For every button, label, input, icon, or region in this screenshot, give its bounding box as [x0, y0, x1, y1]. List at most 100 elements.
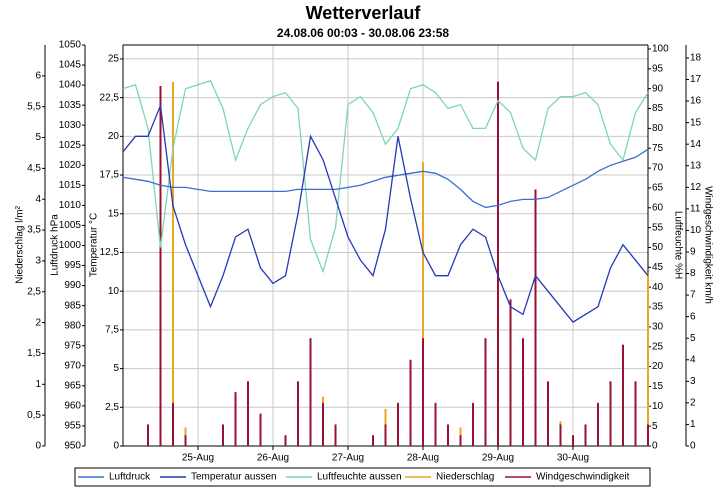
y-tick-label: 990: [64, 280, 81, 291]
axis-title: Temperatur °C: [89, 213, 100, 278]
y-tick-label: 18: [690, 53, 702, 64]
y-tick-label: 10: [108, 286, 120, 297]
y-tick-label: 15: [652, 381, 664, 392]
y-tick-label: 1000: [59, 240, 82, 251]
chart-title: Wetterverlauf: [306, 3, 422, 23]
y-tick-label: 15: [108, 208, 120, 219]
y-tick-label: 11: [690, 203, 701, 214]
y-tick-label: 4: [35, 194, 41, 205]
y-tick-label: 100: [652, 44, 669, 55]
y-tick-label: 90: [652, 83, 664, 94]
y-tick-label: 5: [690, 333, 696, 344]
y-tick-label: 1030: [59, 120, 82, 131]
y-tick-label: 25: [108, 54, 120, 65]
y-tick-label: 4: [690, 354, 696, 365]
y-tick-label: 6: [35, 70, 41, 81]
legend-box: [74, 467, 651, 487]
y-tick-label: 5: [652, 421, 658, 432]
y-tick-label: 45: [652, 262, 664, 273]
y-tick-label: 975: [64, 340, 81, 351]
legend-label: Luftdruck: [109, 472, 151, 483]
y-tick-label: 0: [652, 441, 658, 452]
y-tick-label: 1045: [59, 60, 82, 71]
y-tick-label: 13: [690, 160, 702, 171]
y-tick-label: 65: [652, 183, 664, 194]
axis-title: Luftfeuchte %H: [672, 211, 683, 279]
y-tick-label: 1020: [59, 160, 82, 171]
y-tick-label: 14: [690, 139, 702, 150]
y-tick-label: 50: [652, 242, 664, 253]
y-tick-label: 995: [64, 260, 81, 271]
y-tick-label: 55: [652, 222, 664, 233]
y-tick-label: 0: [113, 441, 119, 452]
y-tick-label: 17,5: [100, 170, 120, 181]
y-tick-label: 7: [690, 290, 696, 301]
y-tick-label: 22,5: [100, 92, 120, 103]
y-tick-label: 955: [64, 421, 81, 432]
axis-title: Windgeschwindigkeit km/h: [702, 186, 713, 304]
y-tick-label: 6: [690, 311, 696, 322]
y-tick-label: 1010: [59, 200, 82, 211]
legend-label: Niederschlag: [436, 472, 494, 483]
y-tick-label: 985: [64, 300, 81, 311]
legend-label: Temperatur aussen: [191, 472, 277, 483]
y-tick-label: 9: [690, 247, 696, 258]
y-tick-label: 30: [652, 322, 664, 333]
y-tick-label: 8: [690, 268, 696, 279]
y-tick-label: 5: [35, 132, 41, 143]
x-tick-label: 29-Aug: [482, 453, 514, 464]
x-tick-label: 25-Aug: [182, 453, 214, 464]
x-tick-label: 30-Aug: [557, 453, 589, 464]
y-tick-label: 10: [652, 401, 664, 412]
y-tick-label: 4,5: [27, 163, 41, 174]
y-tick-label: 2,5: [105, 402, 119, 413]
y-tick-label: 10: [690, 225, 702, 236]
y-tick-label: 70: [652, 163, 664, 174]
y-tick-label: 35: [652, 302, 664, 313]
x-tick-label: 28-Aug: [407, 453, 439, 464]
y-tick-label: 15: [690, 117, 702, 128]
y-tick-label: 1050: [59, 40, 82, 51]
x-tick-label: 26-Aug: [257, 453, 289, 464]
y-tick-label: 17: [690, 74, 702, 85]
y-tick-label: 2: [35, 317, 41, 328]
y-tick-label: 3: [35, 256, 41, 267]
y-tick-label: 0,5: [27, 410, 41, 421]
y-tick-label: 2,5: [27, 286, 41, 297]
y-tick-label: 1: [690, 419, 696, 430]
y-tick-label: 3: [690, 376, 696, 387]
y-tick-label: 20: [108, 131, 120, 142]
y-tick-label: 2: [690, 398, 696, 409]
y-tick-label: 950: [64, 441, 81, 452]
y-tick-label: 1035: [59, 100, 82, 111]
y-tick-label: 3,5: [27, 225, 41, 236]
y-tick-label: 1025: [59, 140, 82, 151]
line: [122, 148, 649, 209]
x-tick-label: 27-Aug: [332, 453, 364, 464]
y-tick-label: 95: [652, 63, 664, 74]
chart-subtitle: 24.08.06 00:03 - 30.08.06 23:58: [277, 26, 449, 40]
y-tick-label: 5: [113, 363, 119, 374]
y-tick-label: 7,5: [105, 325, 119, 336]
y-tick-label: 1005: [59, 220, 82, 231]
y-tick-label: 1015: [59, 180, 82, 191]
y-tick-label: 60: [652, 202, 664, 213]
line: [122, 102, 649, 323]
y-tick-label: 20: [652, 361, 664, 372]
y-tick-label: 965: [64, 380, 81, 391]
y-tick-label: 0: [35, 441, 41, 452]
y-tick-label: 980: [64, 320, 81, 331]
y-tick-label: 1040: [59, 80, 82, 91]
y-tick-label: 12,5: [100, 247, 120, 258]
y-tick-label: 85: [652, 103, 664, 114]
legend-label: Luftfeuchte aussen: [317, 472, 402, 483]
y-tick-label: 75: [652, 143, 664, 154]
y-tick-label: 16: [690, 96, 702, 107]
y-tick-label: 25: [652, 341, 664, 352]
axis-title: Luftdruck hPa: [50, 214, 61, 276]
legend-label: Windgeschwindigkeit: [536, 472, 630, 483]
line: [122, 79, 649, 274]
y-tick-label: 12: [690, 182, 702, 193]
